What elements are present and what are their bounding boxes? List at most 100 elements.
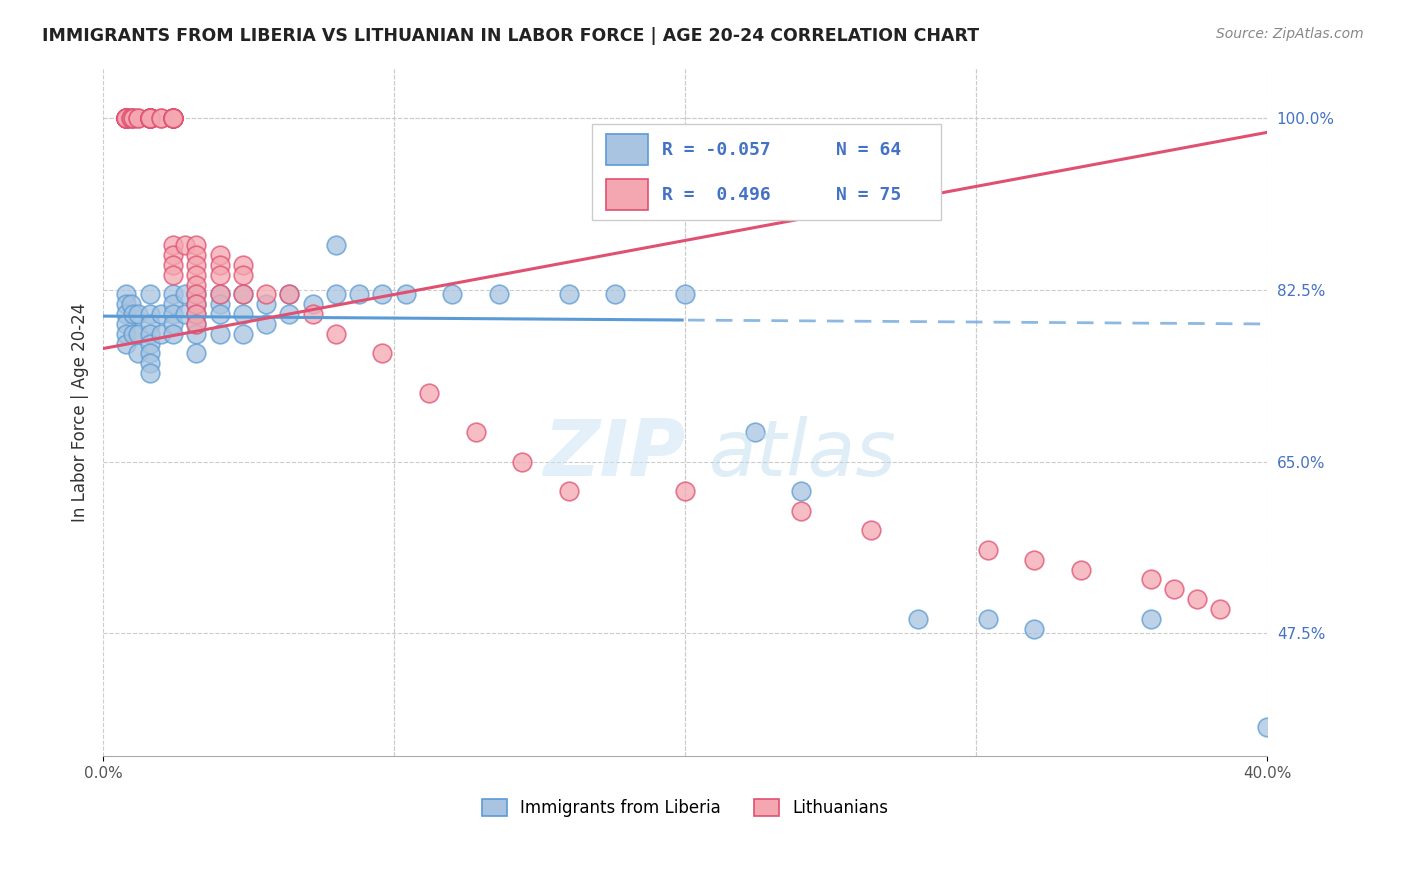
Point: [127, 346, 149, 360]
Point: [488, 287, 510, 301]
Point: [162, 268, 184, 282]
Point: [173, 238, 195, 252]
Point: [162, 111, 184, 125]
Text: ZIP: ZIP: [543, 416, 685, 491]
Point: [1024, 553, 1046, 567]
Point: [138, 111, 160, 125]
Point: [186, 346, 208, 360]
Point: [208, 287, 231, 301]
Point: [186, 248, 208, 262]
Point: [162, 111, 184, 125]
Text: atlas: atlas: [709, 416, 896, 491]
Point: [162, 111, 184, 125]
Point: [208, 248, 231, 262]
Point: [122, 111, 145, 125]
Point: [138, 346, 160, 360]
Point: [186, 258, 208, 272]
Point: [138, 111, 160, 125]
Point: [115, 111, 138, 125]
Point: [208, 287, 231, 301]
Point: [186, 277, 208, 292]
Point: [860, 523, 883, 537]
Point: [186, 307, 208, 321]
Point: [138, 366, 160, 380]
Point: [115, 111, 138, 125]
Point: [138, 307, 160, 321]
Point: [278, 307, 301, 321]
Point: [127, 111, 149, 125]
Point: [122, 111, 145, 125]
Point: [122, 307, 145, 321]
Text: IMMIGRANTS FROM LIBERIA VS LITHUANIAN IN LABOR FORCE | AGE 20-24 CORRELATION CHA: IMMIGRANTS FROM LIBERIA VS LITHUANIAN IN…: [42, 27, 980, 45]
Point: [673, 287, 696, 301]
Point: [186, 297, 208, 311]
Point: [173, 307, 195, 321]
Point: [232, 287, 254, 301]
Point: [605, 287, 627, 301]
Point: [138, 356, 160, 370]
Point: [115, 287, 138, 301]
Point: [301, 297, 323, 311]
Point: [790, 503, 813, 517]
Point: [371, 287, 394, 301]
Point: [1139, 612, 1161, 626]
Point: [138, 317, 160, 331]
Point: [464, 425, 486, 439]
Point: [418, 385, 440, 400]
Point: [115, 307, 138, 321]
Point: [115, 111, 138, 125]
Point: [790, 483, 813, 498]
Point: [162, 307, 184, 321]
Point: [557, 287, 579, 301]
Point: [127, 326, 149, 341]
Point: [162, 111, 184, 125]
Point: [150, 111, 173, 125]
Point: [138, 111, 160, 125]
Point: [278, 287, 301, 301]
Point: [186, 297, 208, 311]
Point: [1209, 602, 1232, 616]
Point: [115, 111, 138, 125]
Point: [162, 111, 184, 125]
Point: [1024, 622, 1046, 636]
Point: [208, 297, 231, 311]
Point: [325, 238, 347, 252]
Point: [138, 336, 160, 351]
Point: [208, 326, 231, 341]
Point: [173, 287, 195, 301]
Point: [138, 111, 160, 125]
Point: [186, 307, 208, 321]
Point: [162, 287, 184, 301]
Point: [162, 317, 184, 331]
Point: [138, 111, 160, 125]
Point: [278, 287, 301, 301]
Point: [744, 425, 766, 439]
Point: [1163, 582, 1185, 597]
Point: [138, 111, 160, 125]
Point: [208, 258, 231, 272]
Point: [120, 297, 142, 311]
Y-axis label: In Labor Force | Age 20-24: In Labor Force | Age 20-24: [72, 302, 89, 522]
Point: [115, 336, 138, 351]
Point: [115, 111, 138, 125]
Point: [1139, 573, 1161, 587]
Point: [162, 111, 184, 125]
Point: [150, 326, 173, 341]
Point: [254, 287, 277, 301]
Point: [907, 612, 929, 626]
Point: [138, 326, 160, 341]
Point: [232, 326, 254, 341]
Point: [120, 111, 142, 125]
Point: [347, 287, 370, 301]
Point: [115, 111, 138, 125]
Point: [138, 287, 160, 301]
Point: [127, 307, 149, 321]
Point: [115, 111, 138, 125]
Point: [186, 287, 208, 301]
Point: [138, 111, 160, 125]
Point: [254, 297, 277, 311]
Point: [122, 326, 145, 341]
Legend: Immigrants from Liberia, Lithuanians: Immigrants from Liberia, Lithuanians: [475, 792, 896, 823]
Point: [115, 297, 138, 311]
Point: [232, 307, 254, 321]
